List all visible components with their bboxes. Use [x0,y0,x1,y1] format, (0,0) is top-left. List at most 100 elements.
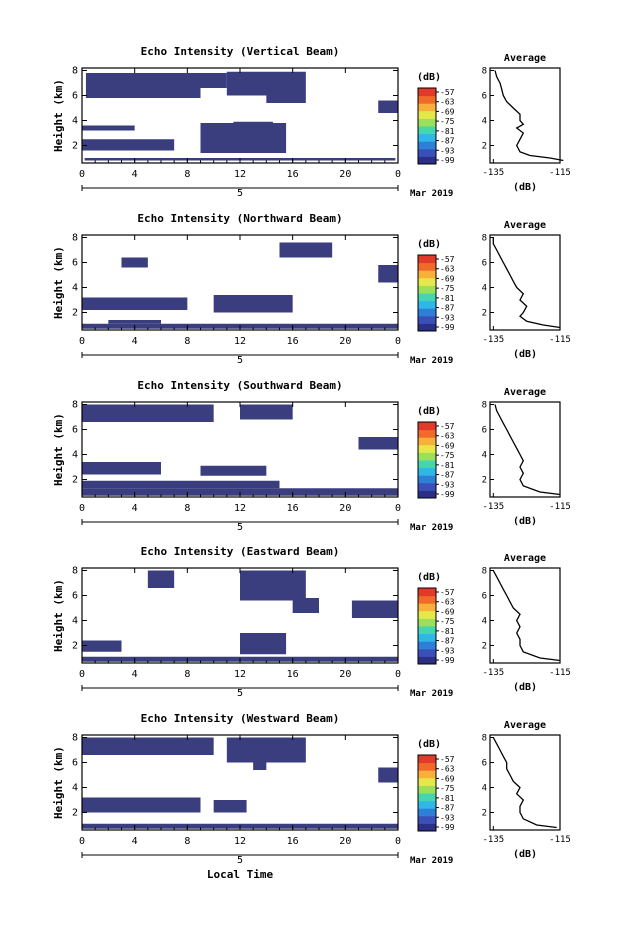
colorbar-tick-label: -75 [440,117,455,126]
y-axis-label: Height (km) [52,579,65,652]
colorbar-tick-label: -93 [440,480,455,489]
x-tick-label: 16 [287,169,299,180]
y-axis-label: Height (km) [52,746,65,819]
x-tick-label: 4 [132,503,138,514]
colorbar-tick-label: -81 [440,627,455,636]
y-tick-label: 6 [72,758,78,769]
average-profile-line [494,70,564,162]
average-y-tick-label: 8 [482,734,487,744]
colorbar-segment [418,277,436,286]
panel-title: Echo Intensity (Eastward Beam) [141,545,340,558]
colorbar-segment [418,656,436,665]
x-tick-label: 16 [287,836,299,847]
x-tick-label: 4 [132,169,138,180]
colorbar-unit: (dB) [417,739,441,750]
average-x-tick-label: -135 [482,835,504,845]
colorbar-segment [418,156,436,165]
date-label: Mar 2019 [410,189,453,199]
colorbar-tick-label: -99 [440,656,455,665]
echo-region [200,73,227,88]
x-tick-label: 16 [287,336,299,347]
colorbar-tick-label: -93 [440,813,455,822]
y-tick-label: 4 [72,116,78,127]
y-tick-label: 4 [72,450,78,461]
colorbar-segment [418,482,436,491]
y-tick-label: 2 [72,808,78,819]
colorbar-segment [418,110,436,119]
colorbar-segment [418,444,436,453]
colorbar-segment [418,300,436,309]
x-tick-label: 8 [184,836,190,847]
x-tick-label: 20 [339,169,351,180]
colorbar-tick-label: -81 [440,127,455,136]
average-title: Average [504,553,546,564]
echo-region [253,762,267,770]
y-tick-label: 6 [72,258,78,269]
colorbar-tick-label: -99 [440,490,455,499]
date-label: Mar 2019 [410,856,453,866]
colorbar-tick-label: -57 [440,255,455,264]
x-tick-label: 12 [234,669,246,680]
x-tick-label: 0 [79,503,85,514]
colorbar-unit: (dB) [417,239,441,250]
x-tick-label: 20 [339,503,351,514]
beam-panel-4: Echo Intensity (Eastward Beam) Height (km… [52,545,571,699]
average-profile-line [494,404,561,496]
colorbar-segment [418,118,436,127]
colorbar-tick-label: -69 [440,107,455,116]
y-axis-label: Height (km) [52,413,65,486]
colorbar-segment [418,467,436,476]
x-tick-label: 8 [184,336,190,347]
average-x-label: (dB) [513,849,537,860]
echo-region [82,797,201,813]
echo-region [226,737,306,763]
average-y-tick-label: 2 [482,142,487,152]
echo-region [82,640,122,652]
colorbar-tick-label: -75 [440,617,455,626]
average-y-tick-label: 8 [482,234,487,244]
date-label: Mar 2019 [410,523,453,533]
average-x-tick-label: -135 [482,502,504,512]
colorbar-segment [418,633,436,642]
colorbar-tick-label: -93 [440,646,455,655]
beam-panel-2: Echo Intensity (Northward Beam) Height (k… [52,212,571,366]
average-y-tick-label: 2 [482,309,487,319]
echo-region [240,633,287,655]
average-y-tick-label: 2 [482,809,487,819]
colorbar-segment [418,422,436,431]
echo-region [351,600,398,618]
average-x-label: (dB) [513,516,537,527]
colorbar-tick-label: -63 [440,98,455,107]
x-tick-label: 8 [184,503,190,514]
echo-region [82,480,280,489]
x-tick-label: 0 [79,336,85,347]
colorbar-segment [418,490,436,499]
average-y-tick-label: 2 [482,476,487,486]
colorbar-segment [418,133,436,142]
x-tick-label: 20 [339,669,351,680]
x-tick-label: 12 [234,836,246,847]
average-x-tick-label: -135 [482,168,504,178]
x-tick-label: 0 [395,669,401,680]
colorbar-segment [418,460,436,469]
average-frame [489,567,561,664]
colorbar-tick-label: -99 [440,823,455,832]
colorbar-tick-label: -69 [440,774,455,783]
colorbar-segment [418,95,436,104]
average-y-tick-label: 4 [482,117,487,127]
average-y-tick-label: 6 [482,92,487,102]
colorbar-tick-label: -81 [440,794,455,803]
y-tick-label: 2 [72,475,78,486]
x-tick-label: 0 [79,169,85,180]
colorbar-segment [418,148,436,157]
x-tick-label: 20 [339,336,351,347]
y-tick-label: 8 [72,400,78,411]
colorbar-tick-label: -69 [440,441,455,450]
colorbar-tick-label: -57 [440,755,455,764]
day-tick-label: 5 [237,688,243,699]
colorbar-segment [418,648,436,657]
echo-region [82,462,161,475]
echo-region [200,465,267,476]
colorbar-tick-label: -57 [440,588,455,597]
